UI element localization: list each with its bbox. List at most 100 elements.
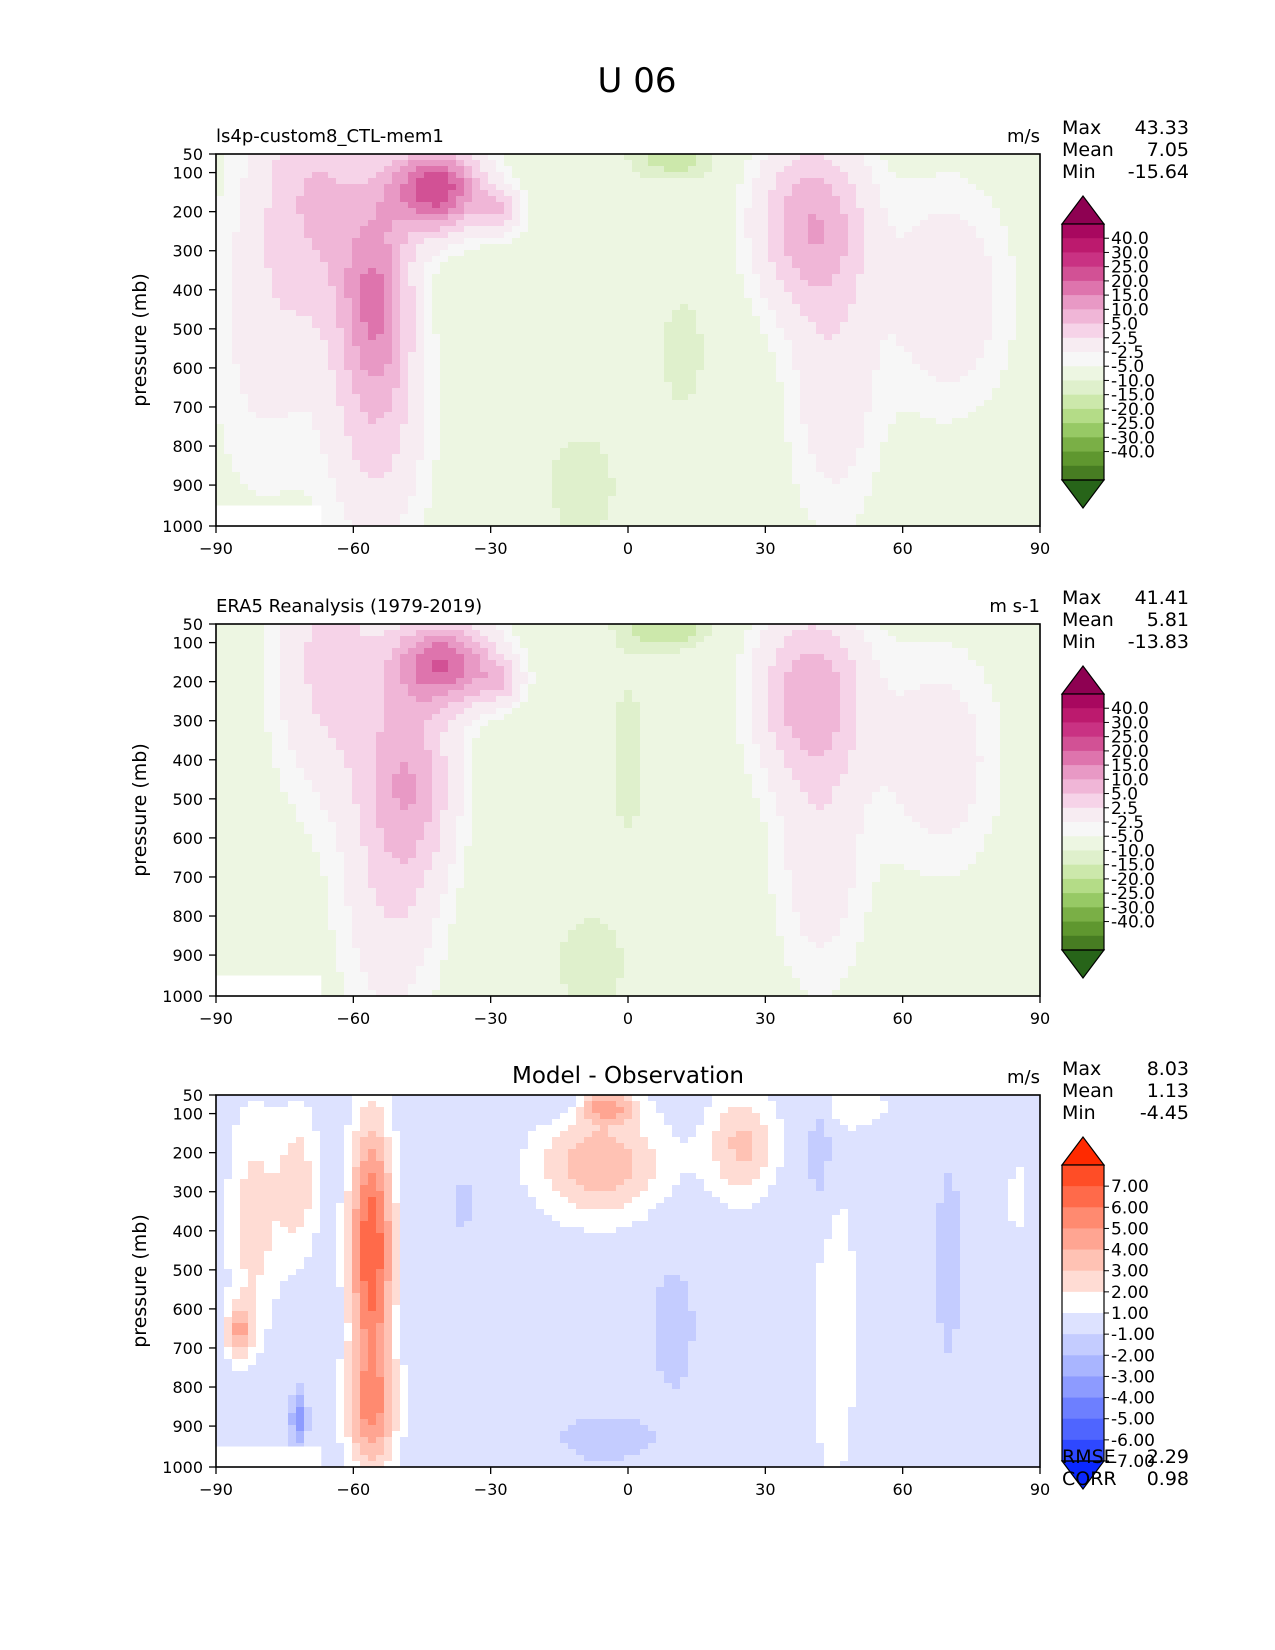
contour-cell [224, 370, 233, 377]
contour-cell [464, 172, 473, 179]
contour-cell [920, 424, 929, 431]
contour-cell [912, 310, 921, 317]
contour-cell [424, 166, 433, 173]
contour-cell [904, 436, 913, 443]
contour-cell [264, 196, 273, 203]
contour-cell [936, 178, 945, 185]
contour-cell [696, 364, 705, 371]
contour-cell [432, 274, 441, 281]
contour-cell [768, 406, 777, 413]
contour-cell [800, 280, 809, 287]
contour-cell [720, 334, 729, 341]
contour-cell [1024, 424, 1033, 431]
contour-cell [264, 214, 273, 221]
contour-cell [280, 274, 289, 281]
contour-cell [488, 298, 497, 305]
contour-cell [336, 280, 345, 287]
contour-cell [552, 382, 561, 389]
contour-cell [720, 250, 729, 257]
contour-cell [344, 214, 353, 221]
contour-cell [416, 424, 425, 431]
contour-cell [856, 328, 865, 335]
contour-cell [928, 220, 937, 227]
contour-cell [896, 310, 905, 317]
contour-cell [280, 418, 289, 425]
contour-cell [456, 190, 465, 197]
contour-cell [232, 232, 241, 239]
contour-cell [488, 382, 497, 389]
contour-cell [656, 322, 665, 329]
contour-cell [912, 208, 921, 215]
contour-cell [736, 250, 745, 257]
contour-cell [976, 424, 985, 431]
contour-cell [304, 256, 313, 263]
contour-cell [304, 352, 313, 359]
contour-cell [696, 154, 705, 161]
contour-cell [944, 250, 953, 257]
contour-cell [680, 364, 689, 371]
contour-cell [584, 172, 593, 179]
contour-cell [904, 322, 913, 329]
contour-cell [240, 310, 249, 317]
contour-cell [272, 370, 281, 377]
contour-cell [640, 226, 649, 233]
contour-cell [1024, 250, 1033, 257]
contour-cell [792, 214, 801, 221]
contour-cell [832, 424, 841, 431]
contour-cell [864, 274, 873, 281]
contour-cell [248, 280, 257, 287]
contour-cell [512, 238, 521, 245]
contour-cell [312, 412, 321, 419]
contour-cell [224, 412, 233, 419]
contour-cell [960, 178, 969, 185]
contour-cell [248, 340, 257, 347]
contour-cell [872, 232, 881, 239]
contour-cell [560, 370, 569, 377]
contour-cell [952, 172, 961, 179]
contour-cell [432, 424, 441, 431]
contour-cell [232, 328, 241, 335]
contour-cell [424, 250, 433, 257]
contour-cell [1000, 214, 1009, 221]
contour-cell [736, 226, 745, 233]
contour-cell [232, 298, 241, 305]
contour-cell [448, 280, 457, 287]
contour-cell [456, 214, 465, 221]
contour-cell [880, 268, 889, 275]
contour-cell [704, 172, 713, 179]
contour-cell [472, 364, 481, 371]
contour-cell [1000, 412, 1009, 419]
contour-cell [536, 406, 545, 413]
contour-cell [752, 340, 761, 347]
contour-cell [352, 268, 361, 275]
contour-cell [680, 202, 689, 209]
contour-cell [232, 238, 241, 245]
contour-cell [808, 178, 817, 185]
contour-cell [960, 166, 969, 173]
contour-cell [296, 190, 305, 197]
contour-cell [400, 214, 409, 221]
contour-cell [304, 442, 313, 449]
contour-cell [960, 274, 969, 281]
contour-cell [528, 394, 537, 401]
contour-cell [696, 220, 705, 227]
contour-cell [432, 388, 441, 395]
contour-cell [328, 316, 337, 323]
contour-cell [584, 208, 593, 215]
contour-cell [792, 232, 801, 239]
contour-cell [264, 430, 273, 437]
contour-cell [848, 196, 857, 203]
contour-cell [320, 202, 329, 209]
contour-cell [264, 202, 273, 209]
contour-cell [448, 274, 457, 281]
contour-cell [696, 178, 705, 185]
contour-cell [328, 196, 337, 203]
contour-cell [1016, 184, 1025, 191]
contour-cell [376, 424, 385, 431]
contour-cell [552, 334, 561, 341]
contour-cell [832, 358, 841, 365]
contour-cell [304, 268, 313, 275]
contour-cell [280, 208, 289, 215]
contour-cell [408, 340, 417, 347]
contour-cell [664, 232, 673, 239]
